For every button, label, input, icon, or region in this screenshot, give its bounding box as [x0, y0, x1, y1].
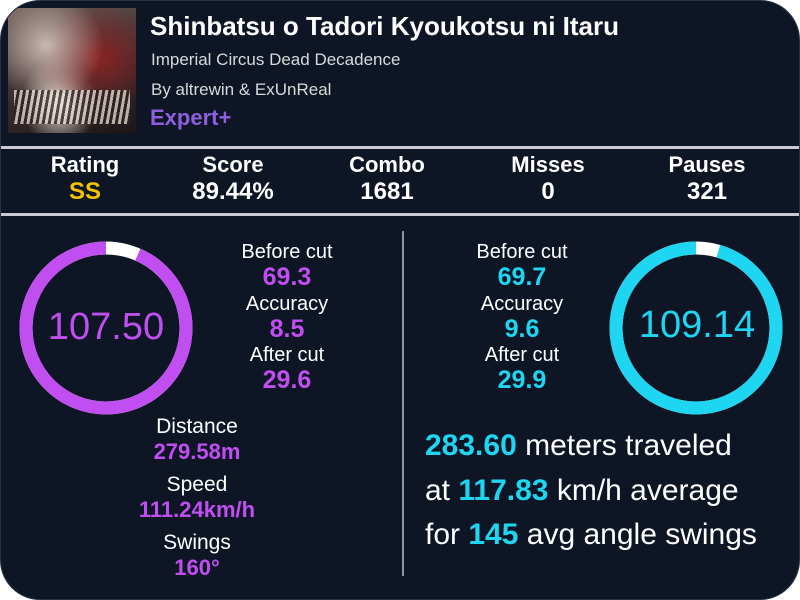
stat-misses: Misses 0	[478, 152, 618, 206]
right-at-text: at	[425, 474, 451, 507]
before-cut-label: Before cut	[241, 241, 333, 263]
stat-combo: Combo 1681	[317, 152, 457, 206]
stat-label: Score	[202, 152, 264, 177]
difficulty-label: Expert+	[150, 105, 232, 130]
left-after-cut: After cut 29.6	[232, 344, 342, 394]
right-distance-value: 283.60	[425, 429, 517, 462]
right-for-text: for	[425, 518, 461, 551]
stat-label: Combo	[349, 152, 425, 177]
before-cut-label: Before cut	[476, 241, 568, 263]
song-mapper: By altrewin & ExUnReal	[151, 80, 332, 99]
accuracy-label: Accuracy	[245, 293, 329, 315]
left-distance: Distance 279.58m	[97, 415, 297, 465]
swings-label: Swings	[163, 531, 231, 554]
stat-value: 321	[686, 178, 728, 205]
stat-value: 0	[541, 178, 555, 205]
stat-pauses: Pauses 321	[637, 152, 777, 206]
divider-top	[1, 146, 799, 149]
accuracy-label: Accuracy	[480, 293, 564, 315]
left-accuracy: Accuracy 8.5	[232, 293, 342, 343]
after-cut-value: 29.6	[262, 366, 312, 394]
right-accuracy-ring	[609, 241, 783, 415]
after-cut-value: 29.9	[497, 366, 547, 394]
before-cut-value: 69.7	[497, 263, 547, 291]
right-swings-line: for 145 avg angle swings	[425, 517, 757, 553]
stat-label: Rating	[50, 152, 120, 177]
right-accuracy: Accuracy 9.6	[467, 293, 577, 343]
right-after-cut: After cut 29.9	[467, 344, 577, 394]
left-average-score: 107.50	[47, 306, 165, 348]
speed-value: 111.24km/h	[138, 497, 256, 522]
right-distance-line: 283.60 meters traveled	[425, 428, 732, 464]
speed-label: Speed	[166, 473, 228, 496]
right-speed-value: 117.83	[458, 474, 549, 507]
left-accuracy-ring	[19, 241, 193, 415]
stat-value: SS	[68, 178, 101, 205]
swings-value: 160°	[174, 555, 220, 580]
stat-score: Score 89.44%	[163, 152, 303, 206]
right-swings-value: 145	[468, 518, 519, 551]
song-artist: Imperial Circus Dead Decadence	[151, 50, 401, 69]
stat-label: Pauses	[668, 152, 746, 177]
divider-bottom	[1, 213, 799, 216]
right-distance-text: meters traveled	[525, 429, 732, 462]
right-speed-line: at 117.83 km/h average	[425, 473, 739, 509]
distance-label: Distance	[156, 415, 238, 438]
left-speed: Speed 111.24km/h	[97, 473, 297, 523]
stat-label: Misses	[511, 152, 585, 177]
after-cut-label: After cut	[249, 344, 325, 366]
right-before-cut: Before cut 69.7	[467, 241, 577, 291]
hand-divider	[402, 231, 404, 576]
before-cut-value: 69.3	[262, 263, 312, 291]
distance-value: 279.58m	[153, 439, 241, 464]
accuracy-value: 9.6	[504, 315, 540, 343]
right-speed-text: km/h average	[556, 474, 739, 507]
cover-logo	[14, 90, 130, 124]
stat-rating: Rating SS	[15, 152, 155, 206]
stat-value: 1681	[360, 178, 414, 205]
right-swings-text: avg angle swings	[526, 518, 757, 551]
left-swings: Swings 160°	[97, 531, 297, 581]
song-title: Shinbatsu o Tadori Kyoukotsu ni Itaru	[150, 11, 619, 41]
left-before-cut: Before cut 69.3	[232, 241, 342, 291]
accuracy-value: 8.5	[269, 315, 305, 343]
after-cut-label: After cut	[484, 344, 560, 366]
left-ring-fill	[19, 241, 193, 415]
right-ring-fill	[609, 241, 783, 415]
stat-value: 89.44%	[192, 178, 274, 205]
song-cover-image	[8, 8, 136, 133]
right-average-score: 109.14	[638, 304, 756, 346]
